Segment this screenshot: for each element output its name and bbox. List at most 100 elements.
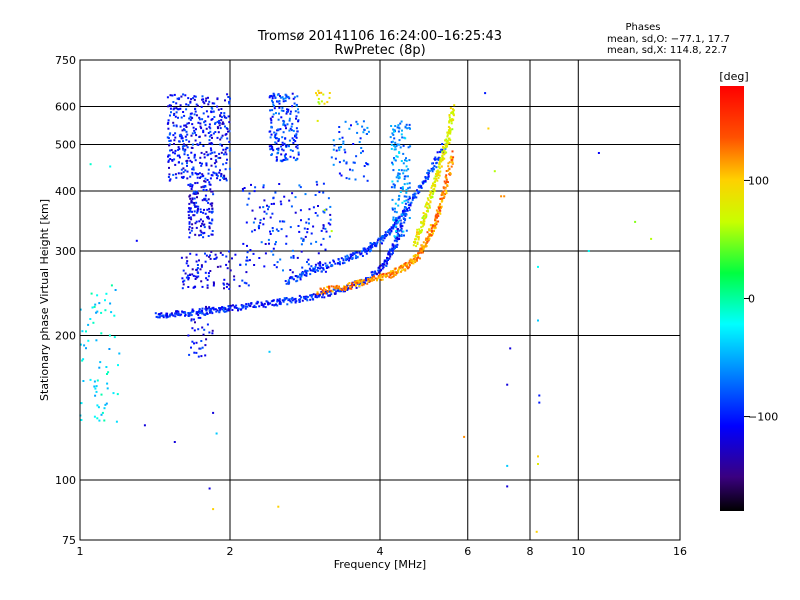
data-point bbox=[323, 296, 326, 299]
data-point bbox=[369, 249, 372, 252]
data-point bbox=[420, 230, 423, 233]
data-point bbox=[188, 228, 191, 231]
data-point bbox=[224, 168, 227, 171]
data-point bbox=[204, 252, 206, 255]
data-point bbox=[302, 295, 305, 298]
data-point bbox=[345, 257, 348, 260]
stats-line-o: mean, sd,O: −77.1, 17.7 bbox=[607, 34, 730, 45]
data-point bbox=[160, 312, 163, 315]
data-point bbox=[288, 282, 290, 284]
data-point bbox=[319, 261, 321, 264]
data-point bbox=[193, 351, 196, 354]
data-point bbox=[348, 287, 351, 290]
data-point bbox=[193, 285, 196, 288]
data-point bbox=[363, 129, 366, 131]
data-point bbox=[204, 194, 207, 197]
data-point bbox=[190, 218, 193, 221]
data-point bbox=[359, 137, 362, 140]
data-point bbox=[312, 206, 315, 209]
data-point bbox=[388, 250, 391, 253]
data-point bbox=[386, 230, 389, 233]
data-point bbox=[361, 150, 364, 153]
data-point bbox=[445, 151, 448, 154]
data-point bbox=[196, 196, 198, 199]
data-point bbox=[207, 96, 209, 99]
data-point bbox=[424, 245, 427, 248]
data-point bbox=[300, 243, 303, 246]
data-point bbox=[202, 186, 205, 189]
data-point bbox=[169, 107, 172, 110]
data-point bbox=[289, 300, 292, 303]
data-point bbox=[343, 148, 346, 151]
data-point bbox=[344, 288, 347, 291]
data-point bbox=[189, 209, 192, 212]
data-point bbox=[183, 114, 186, 117]
data-point bbox=[218, 122, 221, 124]
data-point bbox=[199, 211, 202, 213]
data-point bbox=[397, 172, 400, 175]
data-point bbox=[203, 156, 206, 159]
data-point bbox=[380, 264, 383, 267]
data-point bbox=[180, 176, 183, 179]
data-point bbox=[338, 260, 341, 263]
data-point bbox=[226, 267, 229, 270]
data-point bbox=[104, 299, 106, 302]
data-point bbox=[451, 158, 454, 161]
data-point bbox=[206, 179, 209, 181]
data-point bbox=[181, 162, 184, 165]
data-point bbox=[291, 105, 294, 108]
data-point bbox=[179, 107, 182, 110]
data-point bbox=[167, 159, 170, 162]
data-point bbox=[210, 149, 213, 152]
data-point bbox=[346, 258, 349, 261]
data-point bbox=[225, 285, 228, 288]
data-point bbox=[261, 303, 264, 306]
data-point bbox=[404, 219, 406, 222]
data-point bbox=[445, 174, 448, 177]
data-point bbox=[214, 253, 217, 256]
data-point bbox=[389, 273, 392, 276]
data-point bbox=[399, 187, 402, 190]
data-point bbox=[173, 112, 176, 115]
data-point bbox=[89, 163, 92, 166]
data-point bbox=[212, 411, 215, 414]
data-point bbox=[393, 158, 396, 161]
data-point bbox=[189, 231, 192, 234]
data-point bbox=[372, 274, 374, 276]
data-point bbox=[187, 274, 190, 277]
data-point bbox=[322, 268, 325, 271]
data-point bbox=[162, 316, 165, 319]
data-point bbox=[201, 326, 204, 329]
data-point bbox=[183, 124, 186, 127]
data-point bbox=[217, 127, 219, 130]
data-point bbox=[181, 129, 184, 132]
data-point bbox=[407, 198, 410, 201]
data-point bbox=[193, 153, 196, 156]
data-point bbox=[409, 127, 411, 130]
data-point bbox=[273, 107, 276, 110]
data-point bbox=[197, 207, 199, 210]
data-point bbox=[356, 255, 359, 258]
data-point bbox=[168, 104, 171, 107]
data-point bbox=[197, 121, 200, 124]
data-point bbox=[419, 250, 422, 253]
data-point bbox=[398, 143, 401, 146]
data-point bbox=[393, 144, 396, 147]
data-point bbox=[382, 263, 385, 265]
data-point bbox=[390, 248, 393, 251]
data-point bbox=[386, 256, 388, 259]
data-point bbox=[439, 170, 442, 173]
data-point bbox=[206, 278, 209, 281]
data-point bbox=[320, 91, 323, 94]
data-point bbox=[371, 244, 374, 246]
data-point bbox=[447, 137, 450, 140]
data-point bbox=[309, 273, 312, 276]
data-point bbox=[282, 123, 285, 126]
data-point bbox=[427, 198, 430, 201]
data-point bbox=[169, 132, 172, 135]
data-point bbox=[216, 105, 219, 108]
data-point bbox=[183, 129, 186, 132]
data-point bbox=[400, 214, 403, 217]
